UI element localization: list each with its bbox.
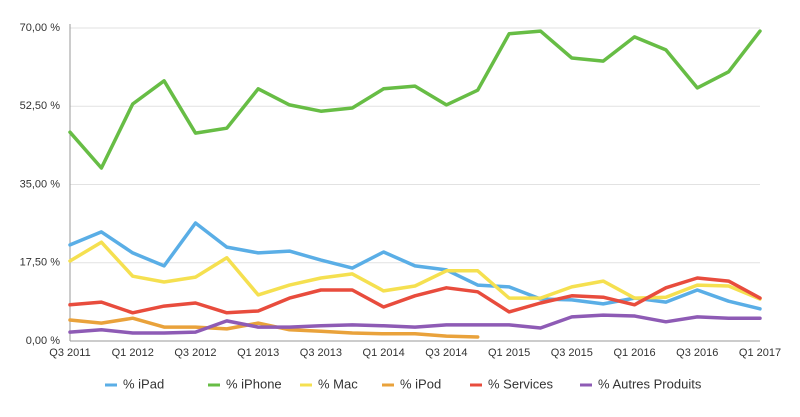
series-line xyxy=(68,276,762,315)
series-line xyxy=(68,29,762,170)
legend: % iPad % iPhone % Mac % iPod % Services % Aut… xyxy=(105,376,702,391)
x-tick-label: Q1 2015 xyxy=(488,347,530,359)
legend-label: % iPad xyxy=(123,376,164,391)
x-tick-label: Q1 2017 xyxy=(739,347,781,359)
x-tick-label: Q3 2012 xyxy=(174,347,216,359)
x-tick-label: Q3 2015 xyxy=(551,347,593,359)
y-tick-label: 17,50 % xyxy=(20,257,61,269)
x-tick-label: Q3 2011 xyxy=(49,347,90,359)
legend-label: % iPhone xyxy=(226,376,282,391)
x-tick-label: Q3 2016 xyxy=(676,347,718,359)
x-tick-label: Q1 2016 xyxy=(613,347,655,359)
x-tick-label: Q1 2014 xyxy=(363,347,405,359)
legend-label: % Services xyxy=(488,376,554,391)
legend-label: % iPod xyxy=(400,376,441,391)
legend-label: % Mac xyxy=(318,376,358,391)
series-line xyxy=(68,313,762,335)
y-tick-label: 70,00 % xyxy=(20,22,61,34)
y-tick-label: 52,50 % xyxy=(20,100,61,112)
y-tick-label: 0,00 % xyxy=(26,335,60,347)
legend-label: % Autres Produits xyxy=(598,376,702,391)
x-tick-label: Q1 2012 xyxy=(112,347,154,359)
x-tick-label: Q1 2013 xyxy=(237,347,279,359)
x-tick-label: Q3 2013 xyxy=(300,347,342,359)
y-tick-label: 35,00 % xyxy=(20,178,61,190)
x-tick-label: Q3 2014 xyxy=(425,347,467,359)
